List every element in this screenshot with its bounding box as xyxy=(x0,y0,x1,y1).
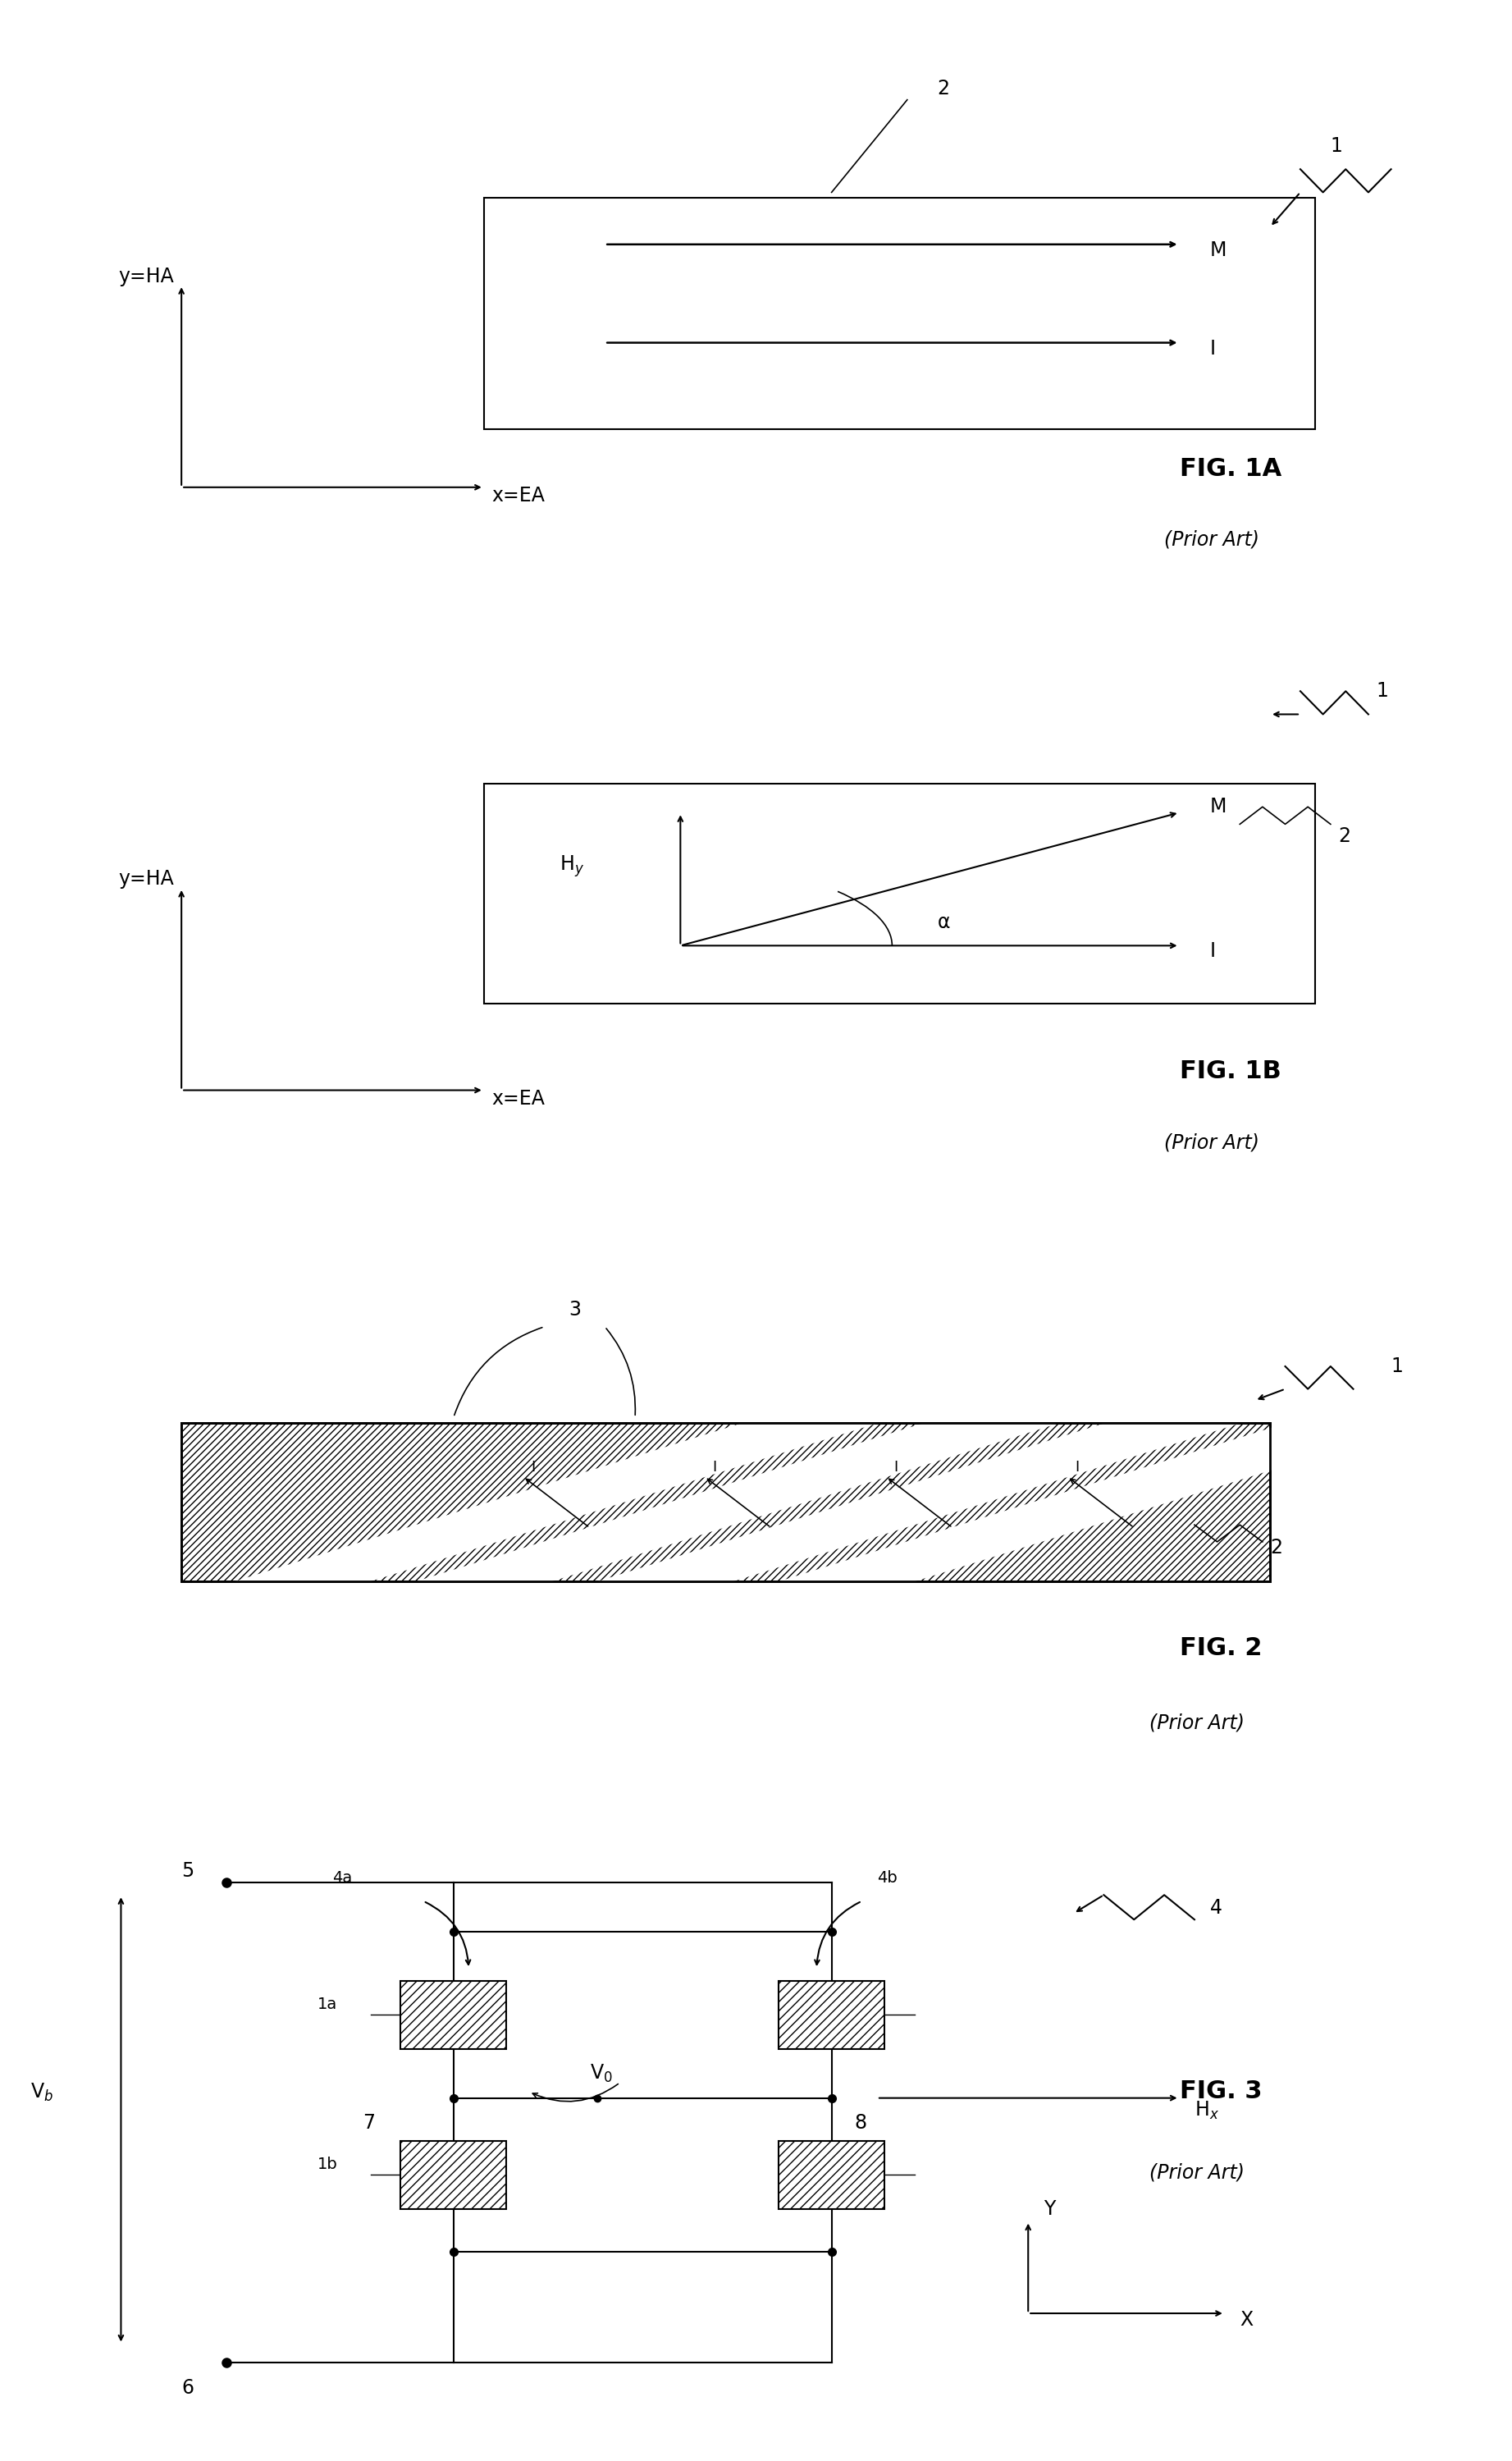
Text: 4: 4 xyxy=(1210,1897,1222,1917)
Polygon shape xyxy=(779,1422,1423,1582)
Text: V$_0$: V$_0$ xyxy=(590,2062,612,2084)
Text: 5: 5 xyxy=(181,1861,194,1880)
Text: V$_b$: V$_b$ xyxy=(30,2082,53,2104)
Text: 2: 2 xyxy=(1338,827,1350,847)
Text: 2: 2 xyxy=(937,79,950,98)
Text: 1: 1 xyxy=(1376,682,1388,701)
Text: I: I xyxy=(1075,1459,1080,1474)
Text: x=EA: x=EA xyxy=(491,487,544,507)
Text: 1: 1 xyxy=(1331,135,1343,155)
Bar xyxy=(484,199,1315,428)
Text: 1b: 1b xyxy=(862,1996,881,2013)
Text: I: I xyxy=(1210,943,1216,962)
Text: FIG. 2: FIG. 2 xyxy=(1179,1637,1263,1661)
Bar xyxy=(484,783,1315,1004)
Text: (Prior Art): (Prior Art) xyxy=(1164,529,1259,549)
Text: I: I xyxy=(712,1459,717,1474)
Polygon shape xyxy=(234,1422,878,1582)
Text: FIG. 1A: FIG. 1A xyxy=(1179,458,1281,480)
Text: y=HA: y=HA xyxy=(118,869,174,888)
Text: FIG. 3: FIG. 3 xyxy=(1179,2080,1263,2104)
Text: M: M xyxy=(1210,797,1226,817)
Text: 2: 2 xyxy=(1270,1538,1282,1558)
Text: 1a: 1a xyxy=(318,1996,337,2013)
Bar xyxy=(401,1981,507,2048)
Text: 1: 1 xyxy=(1391,1356,1403,1376)
Text: 8: 8 xyxy=(854,2114,866,2134)
Text: 6: 6 xyxy=(181,2377,194,2397)
Text: M: M xyxy=(1210,241,1226,261)
Text: X: X xyxy=(1240,2311,1253,2331)
Polygon shape xyxy=(416,1422,1060,1582)
Bar xyxy=(779,2141,885,2210)
Text: 7: 7 xyxy=(363,2114,375,2134)
Text: I: I xyxy=(894,1459,898,1474)
Text: FIG. 1B: FIG. 1B xyxy=(1179,1061,1281,1083)
Text: (Prior Art): (Prior Art) xyxy=(1149,2163,1244,2183)
Text: y=HA: y=HA xyxy=(118,266,174,285)
Text: I: I xyxy=(531,1459,535,1474)
Text: 1a: 1a xyxy=(862,2156,881,2173)
Text: (Prior Art): (Prior Art) xyxy=(1149,1713,1244,1733)
Bar xyxy=(401,2141,507,2210)
Text: x=EA: x=EA xyxy=(491,1090,544,1110)
Text: (Prior Art): (Prior Art) xyxy=(1164,1132,1259,1152)
Polygon shape xyxy=(597,1422,1241,1582)
Bar xyxy=(779,1981,885,2048)
Text: α: α xyxy=(937,913,950,933)
Text: 3: 3 xyxy=(569,1299,581,1319)
Text: Y: Y xyxy=(1043,2200,1055,2220)
Text: 4b: 4b xyxy=(877,1870,897,1885)
Text: H$_y$: H$_y$ xyxy=(559,854,584,879)
Text: 1b: 1b xyxy=(318,2156,337,2173)
Bar xyxy=(181,1422,1270,1582)
Text: 4a: 4a xyxy=(333,1870,352,1885)
Text: I: I xyxy=(1210,340,1216,359)
Text: H$_x$: H$_x$ xyxy=(1194,2099,1219,2121)
Bar xyxy=(181,1422,1270,1582)
